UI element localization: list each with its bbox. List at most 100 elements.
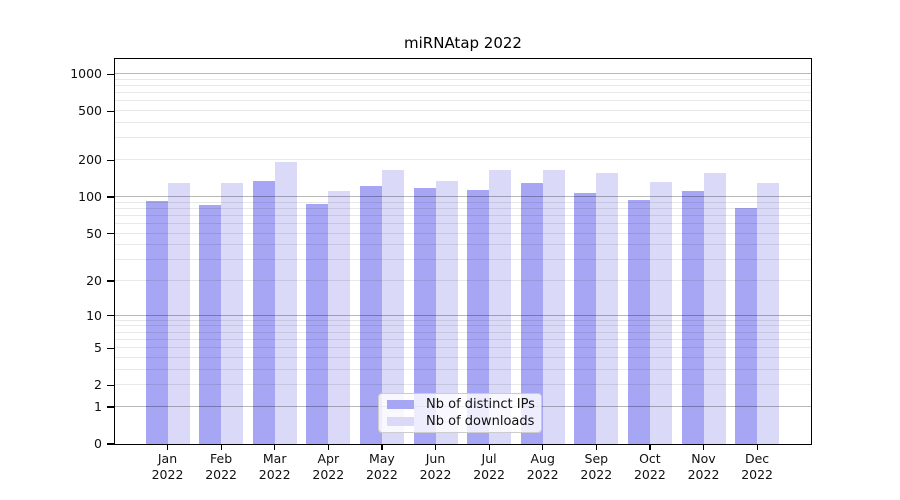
bar-distinct-ips-oct (627, 199, 650, 444)
y-tick-1000 (107, 73, 114, 75)
y-tick-label-500: 500 (78, 103, 102, 119)
x-tick-label-oct: Oct 2022 (633, 451, 666, 482)
y-tick-500 (107, 110, 114, 112)
x-tick-aug (542, 444, 544, 450)
x-tick-jun (434, 444, 437, 450)
x-tick-label-sep: Sep 2022 (580, 451, 613, 482)
x-tick-label-apr: Apr 2022 (312, 451, 345, 482)
y-tick-1 (107, 406, 114, 408)
minor-gridline-20 (115, 280, 811, 281)
x-tick-may (381, 444, 383, 450)
y-tick-10 (107, 315, 114, 317)
bar-downloads-nov (703, 172, 726, 444)
minor-gridline-500 (115, 110, 811, 112)
legend-row-downloads: Nb of downloads (387, 414, 535, 431)
y-tick-label-0: 0 (94, 436, 102, 451)
x-tick-label-aug: Aug 2022 (526, 451, 559, 482)
bar-distinct-ips-jul (467, 190, 490, 444)
minor-gridline-50 (115, 232, 811, 234)
y-tick-label-5: 5 (94, 340, 102, 356)
bar-downloads-feb (221, 183, 244, 444)
bar-distinct-ips-mar (252, 181, 275, 444)
legend-swatch-distinct-ips (387, 399, 414, 409)
x-tick-feb (220, 444, 222, 450)
x-tick-label-nov: Nov 2022 (687, 451, 720, 482)
minor-gridline-6 (115, 338, 811, 340)
bar-distinct-ips-may (359, 185, 382, 444)
y-tick-label-10: 10 (86, 307, 102, 323)
major-gridline-1000 (115, 73, 811, 75)
y-tick-20 (107, 280, 114, 282)
minor-gridline-7 (115, 331, 811, 333)
minor-gridline-80 (115, 207, 811, 209)
y-tick-label-200: 200 (78, 152, 102, 168)
major-gridline-10 (115, 314, 811, 316)
minor-gridline-40 (115, 244, 811, 246)
y-tick-200 (107, 159, 114, 161)
legend-row-distinct-ips: Nb of distinct IPs (387, 396, 535, 413)
y-tick-100 (107, 196, 114, 198)
minor-gridline-70 (115, 214, 811, 216)
x-tick-label-dec: Dec 2022 (741, 451, 773, 482)
bar-distinct-ips-dec (735, 208, 758, 444)
minor-gridline-60 (115, 222, 811, 224)
y-tick-label-2: 2 (94, 377, 102, 393)
x-tick-apr (327, 444, 329, 450)
minor-gridline-9 (115, 319, 811, 321)
bar-downloads-dec (757, 182, 780, 444)
x-tick-dec (756, 444, 758, 450)
bar-downloads-jun (435, 180, 458, 444)
legend: Nb of distinct IPs Nb of downloads (378, 393, 542, 433)
bar-downloads-sep (596, 173, 619, 444)
x-tick-sep (595, 444, 597, 450)
x-tick-label-jun: Jun 2022 (419, 451, 452, 482)
y-tick-50 (107, 232, 114, 235)
x-tick-jan (166, 444, 169, 450)
y-tick-2 (107, 384, 114, 386)
minor-gridline-8 (115, 325, 811, 327)
bar-downloads-may (381, 170, 404, 444)
bar-downloads-jan (167, 183, 190, 444)
minor-gridline-400 (115, 122, 811, 124)
minor-gridline-3 (115, 368, 811, 370)
minor-gridline-800 (115, 85, 811, 86)
minor-gridline-2 (115, 384, 811, 386)
bar-distinct-ips-aug (520, 182, 543, 444)
legend-label-distinct-ips: Nb of distinct IPs (426, 396, 535, 412)
x-tick-jul (488, 444, 490, 450)
x-tick-nov (702, 444, 705, 450)
minor-gridline-4 (115, 356, 811, 358)
minor-gridline-30 (115, 259, 811, 261)
minor-gridline-200 (115, 159, 811, 161)
bar-distinct-ips-jun (413, 187, 436, 444)
bar-downloads-apr (328, 190, 351, 444)
minor-gridline-90 (115, 201, 811, 203)
bar-downloads-mar (274, 162, 297, 444)
bar-distinct-ips-nov (681, 190, 704, 444)
bar-downloads-jul (489, 170, 512, 444)
x-tick-mar (274, 444, 276, 450)
minor-gridline-900 (115, 78, 811, 80)
legend-swatch-downloads (387, 417, 414, 427)
y-tick-0 (107, 443, 114, 445)
x-tick-label-jan: Jan 2022 (151, 451, 184, 482)
bar-distinct-ips-apr (306, 203, 329, 444)
plot-area: Nb of distinct IPs Nb of downloads (115, 59, 811, 444)
y-tick-5 (107, 347, 114, 349)
x-tick-oct (649, 444, 651, 450)
x-tick-label-may: May 2022 (365, 451, 398, 482)
minor-gridline-700 (115, 92, 811, 94)
bar-distinct-ips-feb (199, 204, 222, 444)
bar-distinct-ips-jan (145, 200, 168, 444)
y-tick-label-1000: 1000 (70, 66, 102, 82)
legend-label-downloads: Nb of downloads (426, 414, 535, 430)
y-tick-label-20: 20 (86, 273, 102, 288)
y-tick-label-50: 50 (86, 225, 102, 241)
x-tick-label-jul: Jul 2022 (473, 451, 505, 482)
minor-gridline-600 (115, 100, 811, 102)
x-tick-label-feb: Feb 2022 (205, 451, 237, 482)
major-gridline-100 (115, 195, 811, 197)
minor-gridline-5 (115, 347, 811, 349)
bar-distinct-ips-sep (574, 192, 597, 444)
bar-downloads-aug (542, 170, 565, 444)
